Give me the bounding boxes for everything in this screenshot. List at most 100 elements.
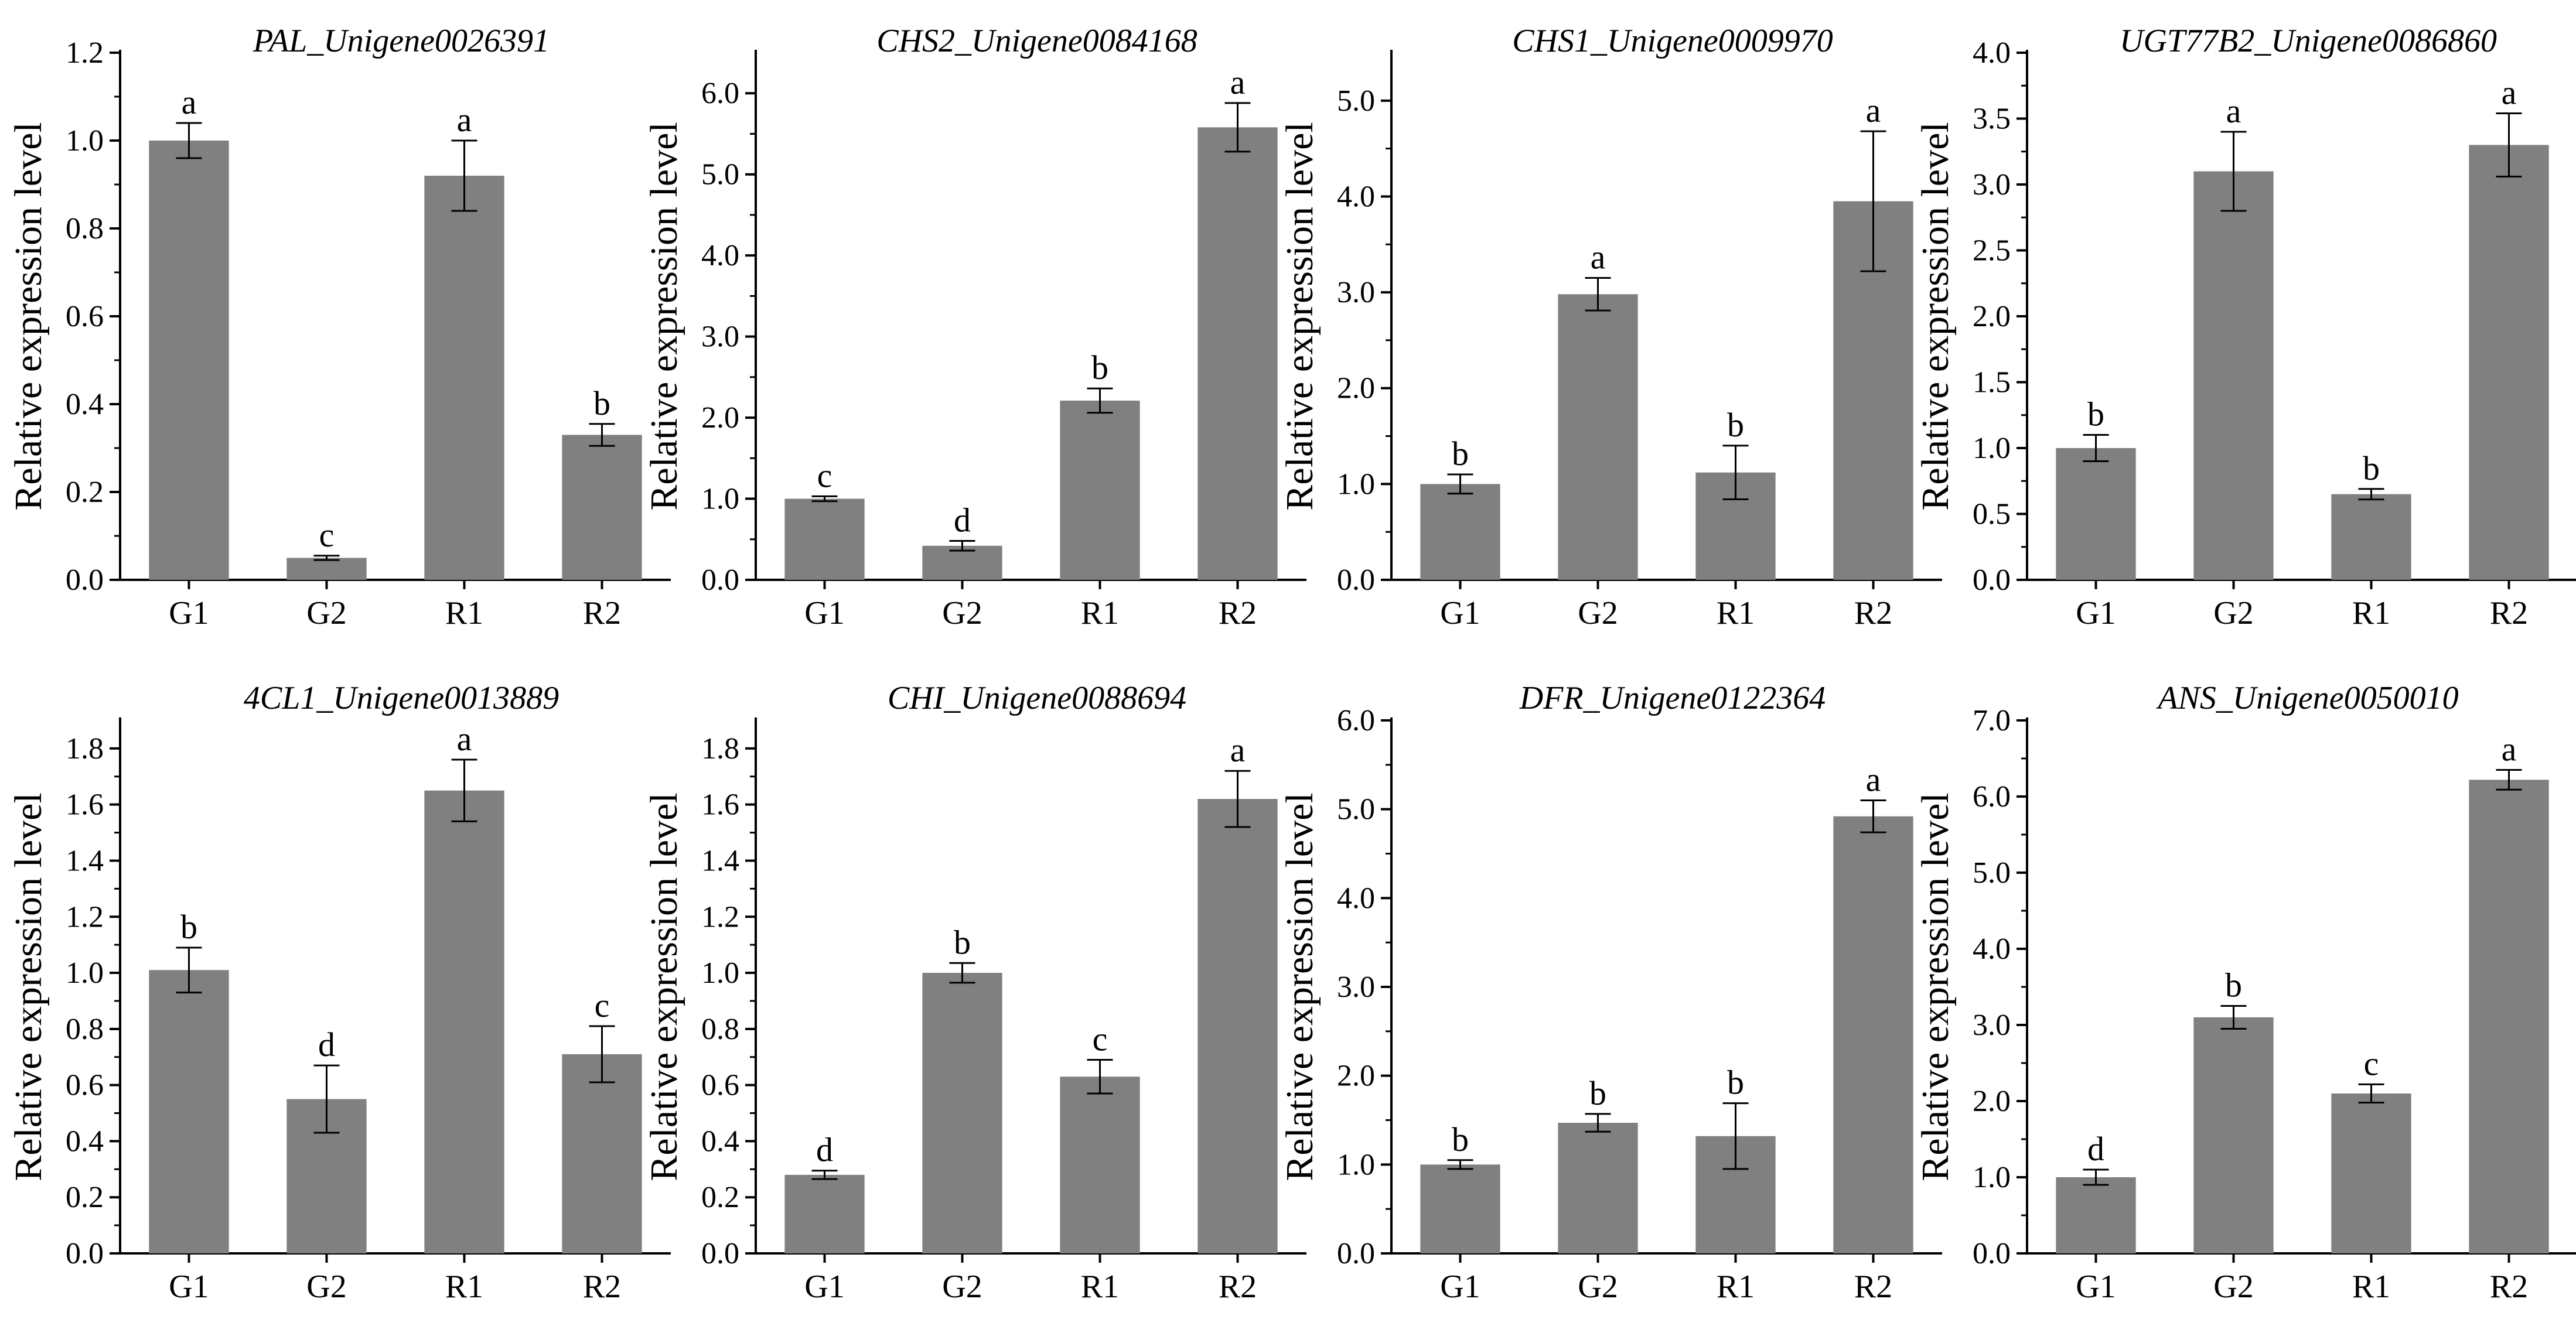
panel-3-bar-g1 [1420,484,1500,580]
panel-2-x-tick-label-r2: R2 [1219,595,1257,631]
panel-7-x-tick-label-r1: R1 [1717,1269,1755,1305]
panel-5-y-tick-label: 1.2 [66,900,104,934]
panel-6-x-tick-label-g2: G2 [942,1269,982,1305]
panel-1-y-tick-label: 0.4 [66,388,104,421]
panel-7-x-tick-label-r2: R2 [1854,1269,1892,1305]
panel-5-significance-r2: c [595,986,610,1024]
panel-2-y-tick-label: 6.0 [701,77,739,110]
panel-2-significance-r1: b [1091,348,1108,387]
panel-4-y-tick-label: 1.0 [1973,432,2011,465]
panel-5-y-tick-label: 1.4 [66,844,104,877]
panel-5-y-tick-label: 0.6 [66,1069,104,1102]
panel-3-title: CHS1_Unigene0009970 [1512,23,1833,59]
panel-5-x-tick-label-r2: R2 [583,1269,621,1305]
panel-5-y-tick-label: 1.8 [66,732,104,765]
panel-6-significance-g2: b [954,923,971,961]
panel-8-y-tick-label: 3.0 [1973,1009,2011,1042]
panel-8-bar-r1 [2331,1093,2411,1253]
panel-2-y-tick-label: 1.0 [701,483,739,516]
panel-2-y-tick-label: 0.0 [701,563,739,597]
panel-6-y-tick-label: 0.2 [701,1181,739,1214]
panel-4-significance-g2: a [2226,92,2241,130]
panel-5-bar-r2 [562,1054,642,1253]
panel-8-significance-g2: b [2225,966,2242,1004]
panel-3-bar-g2 [1558,294,1638,580]
panel-4-x-tick-label-g1: G1 [2076,595,2116,631]
panel-2-bar-r2 [1197,127,1278,580]
panel-7-x-tick-label-g1: G1 [1440,1269,1480,1305]
panel-5-x-tick-label-r1: R1 [445,1269,483,1305]
panel-1-y-tick-label: 0.8 [66,212,104,245]
panel-1-bar-g1 [149,141,229,580]
panel-3-y-axis-label: Relative expression level [1278,122,1321,510]
panel-3-x-tick-label-r2: R2 [1854,595,1892,631]
panel-8-x-tick-label-g1: G1 [2076,1269,2116,1305]
panel-6-y-tick-label: 0.0 [701,1237,739,1270]
panel-4-y-tick-label: 0.5 [1973,498,2011,531]
panel-6-significance-r1: c [1093,1020,1108,1058]
panel-2-title: CHS2_Unigene0084168 [876,23,1197,59]
panel-1-bar-r1 [424,176,504,580]
panel-6-y-tick-label: 1.6 [701,788,739,822]
panel-2-y-tick-label: 4.0 [701,239,739,272]
panel-2-significance-g2: d [954,501,971,539]
panel-1-significance-g2: c [319,516,335,554]
panel-5-bar-g1 [149,970,229,1253]
panel-7-bar-r2 [1833,816,1913,1253]
panel-4-significance-r1: b [2363,449,2380,487]
panel-4-significance-r2: a [2502,74,2517,112]
panel-5-y-tick-label: 0.0 [66,1237,104,1270]
panel-6-significance-r2: a [1230,731,1246,769]
panel-3-y-tick-label: 3.0 [1337,276,1375,309]
panel-7-bar-g1 [1420,1164,1500,1253]
panel-7-title: DFR_Unigene0122364 [1519,680,1826,716]
panel-1-y-tick-label: 0.6 [66,300,104,333]
panel-3-x-tick-label-g1: G1 [1440,595,1480,631]
panel-4-y-tick-label: 1.5 [1973,366,2011,399]
panel-7-significance-g2: b [1589,1074,1606,1112]
panel-1-y-axis-label: Relative expression level [7,122,50,510]
panel-3-y-tick-label: 0.0 [1337,563,1375,597]
panel-2-x-tick-label-g1: G1 [804,595,844,631]
panel-6-bar-g1 [784,1174,865,1253]
panel-7-y-tick-label: 3.0 [1337,970,1375,1004]
panel-1-significance-g1: a [182,83,197,121]
panel-6-bar-r1 [1060,1076,1140,1253]
panel-4-y-tick-label: 4.0 [1973,36,2011,70]
panel-6-x-tick-label-r2: R2 [1219,1269,1257,1305]
panel-2-y-tick-label: 2.0 [701,401,739,435]
panel-5-x-tick-label-g1: G1 [169,1269,209,1305]
panel-6-x-tick-label-g1: G1 [804,1269,844,1305]
panel-6-y-tick-label: 0.4 [701,1125,739,1158]
panel-8-y-tick-label: 6.0 [1973,780,2011,814]
panel-2-significance-r2: a [1230,63,1246,101]
panel-4-bar-r2 [2469,145,2549,580]
panel-3-y-tick-label: 2.0 [1337,372,1375,405]
panel-4-y-axis-label: Relative expression level [1914,122,1957,510]
panel-8-x-tick-label-r2: R2 [2490,1269,2528,1305]
panel-4-bar-g1 [2056,448,2136,580]
panel-4-y-tick-label: 2.5 [1973,234,2011,268]
panel-7-y-tick-label: 1.0 [1337,1148,1375,1181]
panel-5-y-tick-label: 0.2 [66,1181,104,1214]
panel-1-y-tick-label: 0.2 [66,476,104,509]
panel-1-bar-g2 [286,558,367,580]
panel-1-x-tick-label-g2: G2 [306,595,346,631]
panel-1-significance-r1: a [457,101,472,139]
panel-6-x-tick-label-r1: R1 [1081,1269,1119,1305]
panel-1-y-tick-label: 1.2 [66,36,104,70]
panel-1-significance-r2: b [593,384,610,422]
panel-3-significance-r2: a [1866,91,1881,129]
panel-3-y-tick-label: 4.0 [1337,180,1375,213]
panel-8-bar-r2 [2469,780,2549,1253]
panel-2-x-tick-label-g2: G2 [942,595,982,631]
panel-4-y-tick-label: 0.0 [1973,563,2011,597]
panel-7-y-tick-label: 2.0 [1337,1060,1375,1093]
panel-2-y-axis-label: Relative expression level [643,122,685,510]
panel-1-y-tick-label: 1.0 [66,124,104,158]
panel-6-bar-r2 [1197,799,1278,1253]
panel-6-y-tick-label: 1.2 [701,900,739,934]
panel-8-y-tick-label: 5.0 [1973,856,2011,890]
panel-8-bar-g1 [2056,1177,2136,1253]
panel-5-y-tick-label: 0.4 [66,1125,104,1158]
